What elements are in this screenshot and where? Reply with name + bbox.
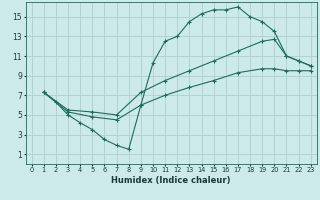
X-axis label: Humidex (Indice chaleur): Humidex (Indice chaleur) — [111, 176, 231, 185]
